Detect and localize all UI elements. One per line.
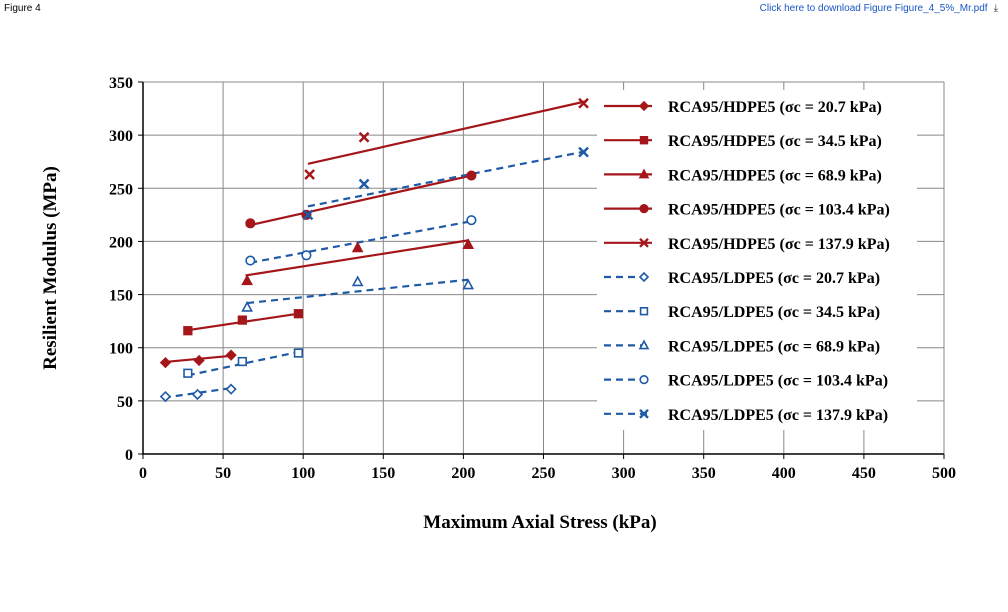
point-hdpe-square-0 (183, 326, 193, 336)
y-tick-label: 100 (109, 341, 133, 358)
x-tick-label: 200 (451, 465, 475, 482)
legend-label: RCA95/LDPE5 (σc = 20.7 kPa) (668, 270, 880, 287)
x-tick-label: 50 (215, 465, 231, 482)
point-ldpe-circle-2 (466, 215, 477, 226)
legend-label: RCA95/LDPE5 (σc = 34.5 kPa) (668, 304, 880, 321)
point-ldpe-diamond-0 (159, 390, 172, 403)
point-ldpe-square-1 (237, 356, 247, 367)
point-ldpe-x-1 (358, 178, 370, 190)
fit-line-hdpe-4 (307, 100, 587, 165)
legend-marker (638, 168, 650, 179)
legend-marker (638, 339, 650, 350)
point-hdpe-square-1 (237, 315, 247, 325)
legend-marker (639, 375, 649, 385)
point-ldpe-triangle-1 (351, 275, 364, 287)
figure-label: Figure 4 (4, 3, 41, 14)
point-hdpe-x-2 (578, 97, 589, 109)
x-tick-label: 500 (932, 465, 956, 482)
x-tick-label: 450 (852, 465, 876, 482)
fit-line-hdpe-2 (245, 239, 469, 277)
legend-marker (638, 271, 650, 283)
legend-label: RCA95/HDPE5 (σc = 68.9 kPa) (668, 167, 882, 184)
legend-marker (639, 408, 649, 419)
x-tick-label: 400 (772, 465, 796, 482)
fit-line-ldpe-8 (250, 220, 472, 264)
point-ldpe-x-0 (302, 209, 314, 221)
fit-line-ldpe-9 (307, 150, 587, 208)
download-icon[interactable]: ⤓ (993, 2, 998, 14)
x-tick-label: 0 (139, 465, 147, 482)
legend-box (597, 90, 917, 430)
point-hdpe-diamond-0 (159, 356, 172, 369)
point-ldpe-triangle-2 (462, 278, 475, 290)
point-ldpe-square-2 (293, 348, 304, 358)
legend-label: RCA95/LDPE5 (σc = 68.9 kPa) (668, 338, 880, 355)
axes (138, 81, 945, 459)
legend-label: RCA95/HDPE5 (σc = 103.4 kPa) (668, 202, 890, 219)
point-hdpe-triangle-1 (351, 241, 364, 253)
x-axis-label: Maximum Axial Stress (kPa) (423, 512, 656, 533)
y-tick-label: 250 (109, 181, 133, 198)
y-tick-label: 300 (109, 128, 133, 145)
download-link[interactable]: Click here to download Figure Figure_4_5… (760, 3, 998, 14)
point-ldpe-circle-1 (301, 250, 312, 261)
x-tick-label: 150 (371, 465, 395, 482)
point-ldpe-triangle-0 (241, 300, 253, 312)
x-tick-labels: 0 50 100 150 200 250 300 350 400 450 500 (139, 465, 956, 482)
legend-marker (638, 100, 650, 112)
point-ldpe-square-0 (183, 368, 193, 378)
fit-line-hdpe-3 (248, 174, 472, 227)
download-link-text[interactable]: Click here to download Figure Figure_4_5… (759, 3, 988, 14)
point-hdpe-circle-0 (245, 218, 256, 229)
y-tick-labels: 0 50 100 150 200 250 300 350 (109, 75, 133, 464)
legend-label: RCA95/HDPE5 (σc = 34.5 kPa) (668, 133, 882, 150)
point-ldpe-circle-0 (245, 255, 256, 266)
legend-marker (639, 306, 649, 316)
point-hdpe-square-2 (293, 309, 304, 319)
legend-label: RCA95/LDPE5 (σc = 137.9 kPa) (668, 407, 888, 424)
fit-line-ldpe-7 (247, 278, 469, 305)
point-hdpe-x-0 (304, 169, 315, 180)
point-ldpe-x-2 (578, 146, 589, 158)
point-hdpe-x-1 (358, 131, 370, 143)
x-tick-label: 250 (532, 465, 556, 482)
point-hdpe-circle-2 (466, 170, 477, 181)
y-tick-label: 0 (125, 447, 133, 464)
y-tick-label: 50 (117, 394, 133, 411)
point-ldpe-diamond-2 (225, 383, 237, 395)
legend-label: RCA95/HDPE5 (σc = 137.9 kPa) (668, 236, 890, 253)
point-hdpe-triangle-0 (241, 274, 253, 286)
y-tick-label: 150 (109, 288, 133, 305)
x-tick-label: 300 (612, 465, 636, 482)
point-hdpe-diamond-1 (193, 354, 205, 367)
x-tick-label: 100 (291, 465, 315, 482)
legend-label: RCA95/HDPE5 (σc = 20.7 kPa) (668, 99, 882, 116)
legend-label: RCA95/LDPE5 (σc = 103.4 kPa) (668, 373, 888, 390)
legend-marker (639, 204, 649, 214)
fit-line-ldpe-6 (187, 350, 299, 377)
legend-marker (639, 237, 649, 248)
y-tick-label: 350 (109, 75, 133, 92)
y-tick-label: 200 (109, 234, 133, 251)
point-ldpe-diamond-1 (191, 388, 204, 401)
x-tick-label: 350 (692, 465, 716, 482)
fit-lines (163, 100, 587, 399)
legend-marker (639, 136, 649, 145)
legend: RCA95/HDPE5 (σc = 20.7 kPa) RCA95/HDPE5 (… (604, 99, 890, 424)
y-axis-label: Resilient Modulus (MPa) (40, 166, 61, 370)
point-hdpe-diamond-2 (225, 349, 237, 361)
data-points (159, 97, 589, 403)
point-hdpe-triangle-2 (462, 238, 475, 250)
